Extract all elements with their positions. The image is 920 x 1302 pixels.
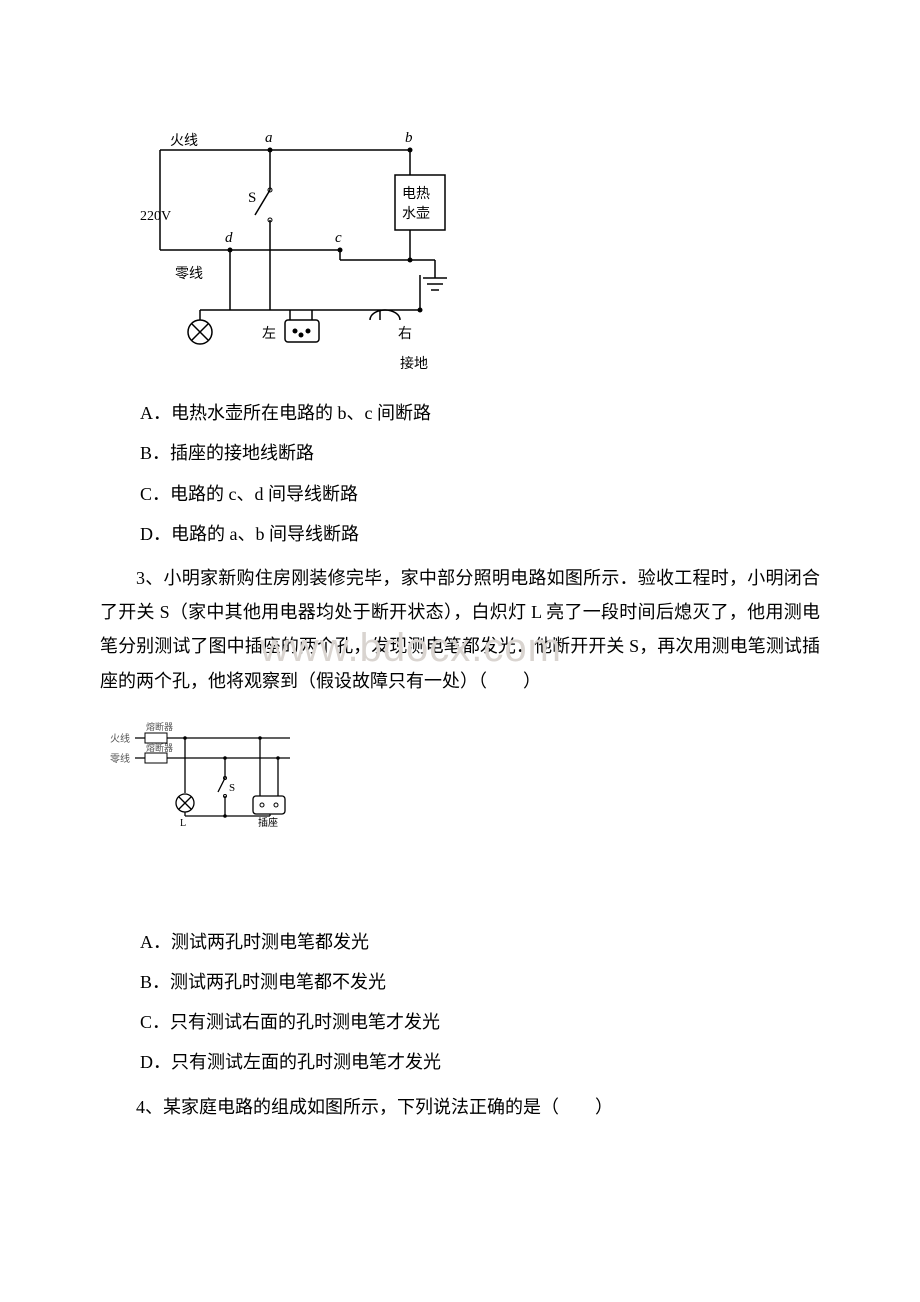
voltage-label: 220V	[140, 209, 171, 224]
ground-label: 接地	[400, 355, 428, 372]
circuit-diagram-2: 火线 熔断器 零线 熔断器 S L	[110, 718, 320, 838]
q4-text: 4、某家庭电路的组成如图所示，下列说法正确的是（ ）	[100, 1090, 820, 1124]
q2-option-d: D．电路的 a、b 间导线断路	[140, 517, 820, 551]
q3-text: 3、小明家新购住房刚装修完毕，家中部分照明电路如图所示．验收工程时，小明闭合了开…	[100, 561, 820, 698]
circuit-diagram-1: 火线 a b 220V 零线 d c S 电热 水壶	[140, 120, 470, 375]
d2-socket: 插座	[258, 816, 278, 829]
node-b: b	[405, 130, 413, 146]
neutral-label: 零线	[175, 266, 203, 282]
kettle-label-2: 水壶	[402, 206, 430, 222]
q3-option-d: D．只有测试左面的孔时测电笔才发光	[140, 1045, 820, 1079]
switch-s: S	[248, 190, 256, 206]
q3-options: A．测试两孔时测电笔都发光 B．测试两孔时测电笔都不发光 C．只有测试右面的孔时…	[140, 925, 820, 1080]
q2-options: A．电热水壶所在电路的 b、c 间断路 B．插座的接地线断路 C．电路的 c、d…	[140, 396, 820, 551]
d2-switch: S	[229, 782, 235, 794]
live-label: 火线	[170, 133, 198, 149]
d2-live: 火线	[110, 732, 130, 745]
diagram-1: 火线 a b 220V 零线 d c S 电热 水壶	[140, 120, 820, 386]
right-label: 右	[398, 326, 412, 342]
node-c: c	[335, 230, 342, 246]
d2-neutral: 零线	[110, 752, 130, 765]
d2-lamp: L	[180, 818, 186, 829]
d2-fuse1: 熔断器	[146, 721, 173, 732]
kettle-label-1: 电热	[402, 186, 430, 202]
q3-option-a: A．测试两孔时测电笔都发光	[140, 925, 820, 959]
q2-option-c: C．电路的 c、d 间导线断路	[140, 477, 820, 511]
d2-fuse2: 熔断器	[146, 742, 173, 753]
q2-option-a: A．电热水壶所在电路的 b、c 间断路	[140, 396, 820, 430]
node-d: d	[225, 230, 233, 246]
diagram-2: 火线 熔断器 零线 熔断器 S L	[110, 718, 820, 849]
q2-option-b: B．插座的接地线断路	[140, 436, 820, 470]
left-label: 左	[262, 326, 276, 342]
q3-option-c: C．只有测试右面的孔时测电笔才发光	[140, 1005, 820, 1039]
node-a: a	[265, 130, 273, 146]
q3-option-b: B．测试两孔时测电笔都不发光	[140, 965, 820, 999]
